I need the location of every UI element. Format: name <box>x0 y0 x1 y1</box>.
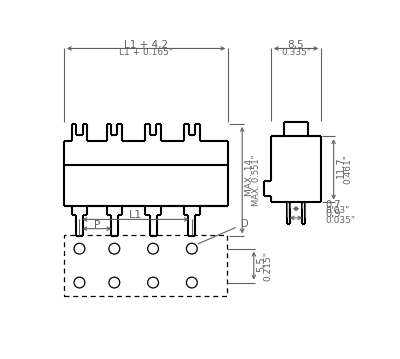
Text: 0,9: 0,9 <box>325 209 340 219</box>
Text: MAX. 14: MAX. 14 <box>245 158 254 196</box>
Text: 0,7: 0,7 <box>325 200 341 210</box>
Text: MAX. 0.551": MAX. 0.551" <box>252 154 261 206</box>
Text: 0.215": 0.215" <box>263 251 272 280</box>
Text: 0.335": 0.335" <box>281 48 311 57</box>
Text: 11,7: 11,7 <box>336 156 346 178</box>
Text: L1 + 4,2: L1 + 4,2 <box>124 39 168 50</box>
Bar <box>64 235 227 297</box>
Text: 5,5: 5,5 <box>256 256 266 272</box>
Text: D: D <box>198 219 248 244</box>
Text: L1: L1 <box>129 210 142 220</box>
Text: 0.03": 0.03" <box>325 206 349 215</box>
Text: 0.461": 0.461" <box>343 154 352 184</box>
Text: P: P <box>94 220 100 230</box>
Text: 0.035": 0.035" <box>325 216 355 225</box>
Text: 8,5: 8,5 <box>288 39 304 50</box>
Text: L1 + 0.165": L1 + 0.165" <box>119 48 173 57</box>
